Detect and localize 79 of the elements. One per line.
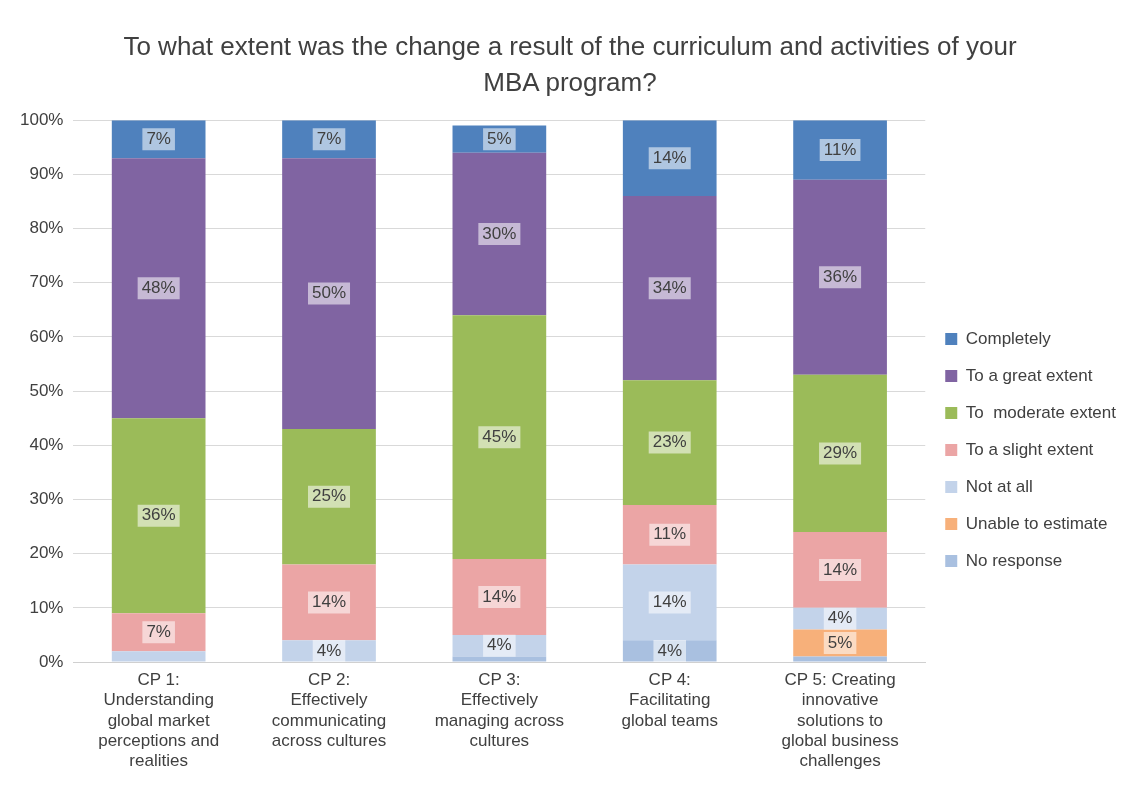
data-label: 36% (141, 505, 176, 525)
legend-label: Not at all (965, 476, 1033, 496)
bar (452, 125, 547, 153)
bar (282, 429, 376, 565)
data-label: 29% (823, 443, 858, 463)
data-label: 50% (311, 283, 347, 303)
legend-label: To moderate extent (965, 402, 1117, 422)
y-tick-label: 10% (29, 597, 64, 617)
bar (622, 504, 717, 565)
data-label: 34% (652, 277, 687, 297)
bar (793, 179, 887, 375)
bar (452, 152, 547, 316)
x-tick-label: CP 1: Understanding global market perceptions and realities (98, 669, 220, 771)
y-tick-label: 60% (29, 326, 64, 346)
x-tick-label: CP 5: Creating innovative solutions to global business challenges (781, 669, 899, 771)
data-label: 7% (316, 128, 342, 148)
bar (282, 158, 376, 430)
data-label: 11% (823, 139, 857, 159)
bar (622, 380, 717, 505)
data-label: 14% (652, 147, 687, 167)
legend-label: No response (965, 550, 1063, 570)
data-label: 7% (146, 128, 171, 148)
data-label: 4% (316, 640, 342, 660)
x-tick-label: CP 2: Effectively communicating across cultures (271, 669, 387, 751)
y-tick-label: 90% (29, 164, 64, 184)
data-label: 14% (482, 586, 517, 606)
chart-title: To what extent was the change a result of the curriculum and activities of your MBA program? (122, 30, 1018, 99)
bar (793, 607, 887, 630)
data-label: 4% (827, 608, 853, 628)
data-label: 14% (823, 559, 858, 579)
y-tick-label: 100% (20, 109, 64, 129)
bar (793, 120, 887, 180)
y-tick-label: 30% (29, 489, 64, 509)
data-label: 45% (482, 426, 517, 446)
bar (793, 629, 887, 657)
bar (622, 196, 717, 381)
bar (622, 564, 717, 641)
data-label: 7% (146, 621, 171, 641)
x-tick-label: CP 4: Facilitating global teams (621, 669, 718, 730)
bar (111, 158, 206, 419)
bar (452, 315, 547, 560)
data-label: 23% (652, 432, 687, 452)
bar (282, 120, 376, 159)
y-tick-label: 50% (29, 380, 64, 400)
data-label: 36% (823, 267, 858, 287)
bar (622, 120, 717, 197)
bar (793, 374, 887, 532)
data-label: 14% (652, 592, 687, 612)
legend-label: Completely (965, 328, 1052, 348)
x-tick-label: CP 3: Effectively managing across cultures (434, 669, 565, 751)
bar (793, 531, 887, 608)
bar (111, 651, 206, 662)
y-tick-label: 70% (29, 272, 64, 292)
bar (452, 634, 547, 657)
legend-label: To a great extent (965, 365, 1093, 385)
data-label: 4% (657, 640, 683, 660)
y-tick-label: 40% (29, 434, 64, 454)
data-label: 25% (311, 486, 347, 506)
legend-label: To a slight extent (965, 439, 1094, 459)
bar (282, 640, 376, 662)
legend-label: Unable to estimate (965, 513, 1108, 533)
data-label: 5% (487, 128, 512, 148)
bar (282, 564, 376, 641)
data-label: 4% (487, 635, 512, 655)
bar (452, 656, 547, 662)
bar (622, 640, 717, 662)
data-label: 5% (827, 632, 853, 652)
bar (111, 418, 206, 614)
bar (793, 656, 887, 662)
data-label: 11% (653, 524, 687, 544)
bar (111, 613, 206, 652)
y-tick-label: 20% (29, 543, 64, 563)
data-label: 48% (141, 277, 176, 297)
bar (111, 120, 206, 159)
bar (452, 559, 547, 635)
y-tick-label: 0% (38, 651, 64, 671)
data-label: 14% (311, 592, 347, 612)
data-label: 30% (482, 223, 517, 243)
y-tick-label: 80% (29, 218, 64, 238)
